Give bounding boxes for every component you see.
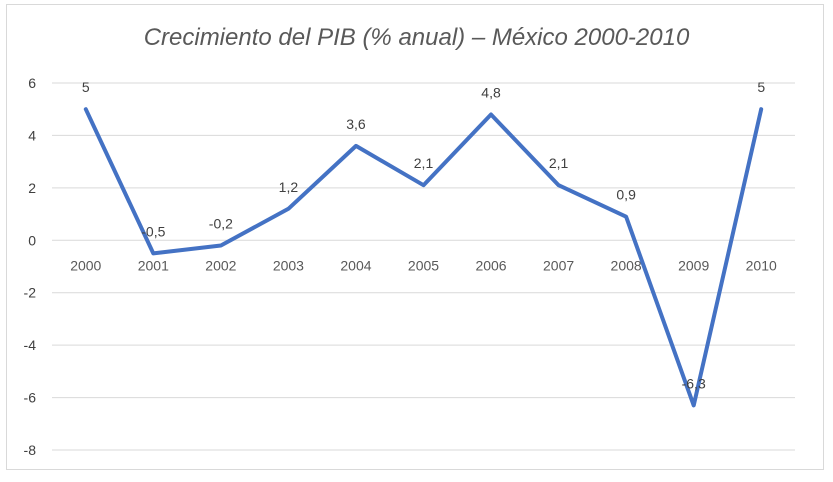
data-label: -0,2 — [209, 216, 233, 232]
data-point — [490, 113, 492, 115]
data-label: 2,1 — [414, 155, 434, 171]
y-tick-label: -4 — [24, 337, 37, 353]
x-tick-label: 2008 — [611, 257, 642, 273]
data-point — [287, 208, 289, 210]
x-tick-label: 2000 — [70, 257, 101, 273]
x-tick-label: 2010 — [746, 257, 777, 273]
data-label: 5 — [757, 79, 765, 95]
data-label: 2,1 — [549, 155, 569, 171]
x-tick-label: 2003 — [273, 257, 304, 273]
y-tick-label: -2 — [24, 285, 37, 301]
data-label: -6,3 — [682, 375, 706, 391]
data-label: 4,8 — [481, 84, 501, 100]
x-tick-label: 2002 — [205, 257, 236, 273]
y-tick-label: -8 — [24, 442, 37, 458]
data-point — [85, 108, 87, 110]
data-point — [625, 216, 627, 218]
data-point — [693, 404, 695, 406]
data-point — [152, 252, 154, 254]
x-tick-label: 2004 — [340, 257, 371, 273]
data-label: -0,5 — [141, 223, 165, 239]
x-tick-label: 2005 — [408, 257, 439, 273]
y-tick-label: 6 — [28, 75, 36, 91]
data-label: 1,2 — [279, 179, 299, 195]
x-tick-label: 2007 — [543, 257, 574, 273]
data-point — [220, 245, 222, 247]
data-label: 0,9 — [616, 187, 636, 203]
chart-title: Crecimiento del PIB (% anual) – México 2… — [143, 24, 690, 51]
data-point — [760, 108, 762, 110]
y-tick-label: 2 — [28, 180, 36, 196]
y-tick-label: -6 — [24, 390, 37, 406]
x-tick-label: 2001 — [138, 257, 169, 273]
data-label: 5 — [82, 79, 90, 95]
y-tick-label: 4 — [28, 127, 36, 143]
data-point — [558, 184, 560, 186]
data-point — [423, 184, 424, 186]
data-point — [355, 145, 357, 147]
x-tick-label: 2009 — [678, 257, 709, 273]
y-tick-label: 0 — [28, 232, 36, 248]
data-label: 3,6 — [346, 116, 366, 132]
x-tick-label: 2006 — [475, 257, 506, 273]
